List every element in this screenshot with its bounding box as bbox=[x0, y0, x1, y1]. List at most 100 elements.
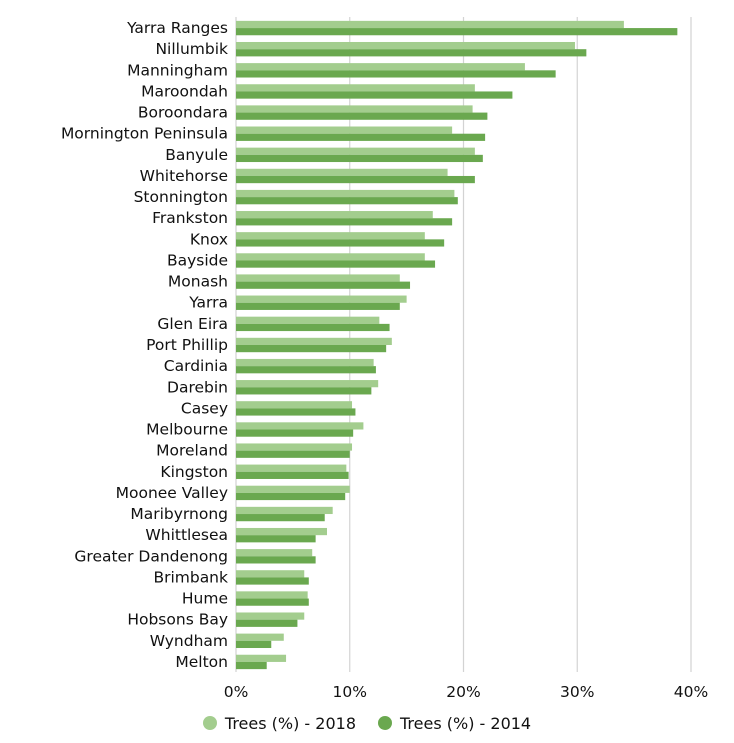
category-label-brimbank: Brimbank bbox=[153, 568, 228, 586]
bar-2018-glen-eira bbox=[236, 316, 380, 324]
category-label-wyndham: Wyndham bbox=[150, 632, 228, 650]
bar-2014-kingston bbox=[236, 471, 349, 479]
bar-2014-knox bbox=[236, 239, 445, 247]
bar-2014-melton bbox=[236, 661, 267, 670]
bar-2014-maribyrnong bbox=[236, 514, 325, 522]
legend-swatch-2014 bbox=[378, 716, 392, 730]
category-label-cardinia: Cardinia bbox=[164, 357, 228, 375]
bar-2014-banyule bbox=[236, 154, 483, 163]
bar-2014-bayside bbox=[236, 260, 436, 268]
category-label-manningham: Manningham bbox=[127, 61, 228, 79]
category-label-yarra: Yarra bbox=[188, 294, 228, 312]
bar-2014-whitehorse bbox=[236, 175, 475, 184]
category-label-nillumbik: Nillumbik bbox=[155, 40, 228, 58]
bar-2018-manningham bbox=[236, 63, 525, 71]
category-label-darebin: Darebin bbox=[167, 378, 228, 396]
category-label-boroondara: Boroondara bbox=[138, 104, 228, 122]
bar-2014-wyndham bbox=[236, 640, 272, 649]
category-label-knox: Knox bbox=[190, 230, 228, 248]
bar-2014-darebin bbox=[236, 387, 372, 395]
legend-label-2014: Trees (%) - 2014 bbox=[400, 713, 532, 733]
bar-2014-manningham bbox=[236, 70, 556, 78]
legend: Trees (%) - 2018 Trees (%) - 2014 bbox=[0, 708, 734, 738]
bar-2018-greater-dandenong bbox=[236, 549, 313, 557]
bar-2018-maroondah bbox=[236, 84, 475, 92]
legend-label-2018: Trees (%) - 2018 bbox=[224, 713, 356, 733]
category-label-moreland: Moreland bbox=[156, 442, 228, 460]
bar-2014-yarra bbox=[236, 302, 400, 310]
bar-2018-yarra bbox=[236, 295, 407, 303]
category-label-whittlesea: Whittlesea bbox=[145, 526, 228, 544]
bar-2014-yarra-ranges bbox=[236, 28, 678, 36]
bar-2018-maribyrnong bbox=[236, 506, 333, 515]
bar-2018-mornington-peninsula bbox=[236, 126, 453, 134]
bar-2018-kingston bbox=[236, 464, 347, 472]
bar-2014-hume bbox=[236, 598, 309, 606]
category-label-monash: Monash bbox=[168, 273, 228, 291]
bar-2014-boroondara bbox=[236, 112, 488, 120]
category-label-moonee-valley: Moonee Valley bbox=[116, 484, 228, 502]
bar-2014-maroondah bbox=[236, 91, 513, 99]
bar-2014-cardinia bbox=[236, 366, 376, 374]
category-label-maroondah: Maroondah bbox=[141, 82, 228, 100]
bar-2018-bayside bbox=[236, 253, 425, 261]
bar-2018-darebin bbox=[236, 380, 379, 388]
bar-2018-melbourne bbox=[236, 422, 364, 430]
x-tick-label: 40% bbox=[674, 683, 708, 701]
bar-2014-glen-eira bbox=[236, 323, 390, 332]
bar-2018-casey bbox=[236, 401, 353, 409]
legend-swatch-2018 bbox=[202, 716, 217, 730]
legend-item-2018: Trees (%) - 2018 bbox=[202, 713, 356, 733]
bar-2018-brimbank bbox=[236, 570, 305, 578]
bar-2018-frankston bbox=[236, 211, 433, 219]
bar-2018-hume bbox=[236, 591, 308, 599]
category-label-port-phillip: Port Phillip bbox=[146, 336, 228, 354]
category-label-bayside: Bayside bbox=[167, 251, 228, 269]
legend-item-2014: Trees (%) - 2014 bbox=[378, 714, 531, 733]
category-label-maribyrnong: Maribyrnong bbox=[130, 505, 228, 523]
x-tick-label: 0% bbox=[224, 683, 249, 701]
bar-2014-frankston bbox=[236, 218, 453, 226]
category-label-casey: Casey bbox=[181, 399, 228, 417]
category-label-greater-dandenong: Greater Dandenong bbox=[74, 547, 228, 565]
bar-2018-monash bbox=[236, 274, 400, 282]
bar-2014-casey bbox=[236, 408, 356, 416]
bar-2014-brimbank bbox=[236, 577, 309, 585]
x-tick-label: 20% bbox=[446, 683, 480, 701]
category-label-melton: Melton bbox=[175, 653, 228, 671]
bar-2014-mornington-peninsula bbox=[236, 133, 486, 141]
bar-2018-cardinia bbox=[236, 358, 374, 367]
bar-2018-stonnington bbox=[236, 189, 455, 198]
category-label-hume: Hume bbox=[182, 590, 228, 608]
category-label-banyule: Banyule bbox=[165, 146, 228, 164]
bar-2014-melbourne bbox=[236, 429, 354, 437]
bar-2018-whittlesea bbox=[236, 527, 327, 536]
category-label-stonnington: Stonnington bbox=[134, 188, 228, 206]
bar-2018-hobsons-bay bbox=[236, 612, 305, 620]
category-label-hobsons-bay: Hobsons Bay bbox=[127, 611, 228, 629]
bar-2014-moreland bbox=[236, 450, 350, 458]
category-label-melbourne: Melbourne bbox=[146, 421, 228, 439]
bar-2014-moonee-valley bbox=[236, 492, 346, 501]
bar-2014-port-phillip bbox=[236, 345, 387, 353]
category-label-whitehorse: Whitehorse bbox=[140, 167, 228, 185]
bar-2014-monash bbox=[236, 281, 411, 289]
bar-2018-wyndham bbox=[236, 633, 284, 641]
bar-2018-nillumbik bbox=[236, 41, 575, 50]
bar-2018-boroondara bbox=[236, 105, 473, 113]
x-tick-label: 30% bbox=[560, 683, 594, 701]
category-label-kingston: Kingston bbox=[160, 463, 228, 481]
bar-2014-hobsons-bay bbox=[236, 619, 298, 627]
category-label-mornington-peninsula: Mornington Peninsula bbox=[61, 125, 228, 143]
bar-2014-greater-dandenong bbox=[236, 556, 316, 564]
bar-2018-melton bbox=[236, 654, 287, 662]
bar-2018-whitehorse bbox=[236, 168, 448, 176]
category-label-glen-eira: Glen Eira bbox=[157, 315, 228, 333]
bar-2018-moreland bbox=[236, 443, 353, 451]
category-label-yarra-ranges: Yarra Ranges bbox=[126, 19, 228, 37]
bar-2018-knox bbox=[236, 232, 425, 240]
bar-2018-port-phillip bbox=[236, 337, 392, 345]
bar-2014-stonnington bbox=[236, 197, 458, 205]
category-label-frankston: Frankston bbox=[152, 209, 228, 227]
